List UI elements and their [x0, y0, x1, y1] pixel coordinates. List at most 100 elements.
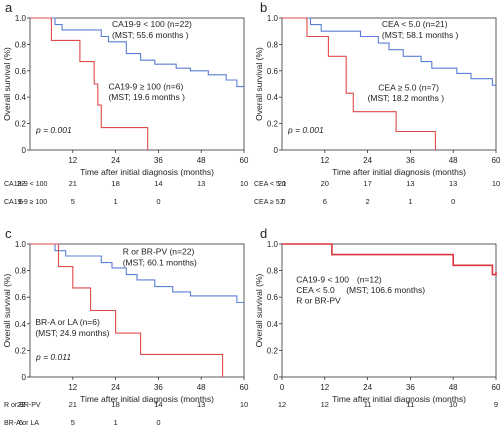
- risk-count: 1: [114, 418, 118, 427]
- y-tick-label: 1.0: [15, 240, 27, 249]
- risk-count: 14: [154, 179, 162, 188]
- survival-curve-low: [30, 17, 244, 88]
- series-mst: (MST; 18.2 months ): [368, 93, 445, 103]
- risk-row-label: BR-A or LA: [4, 420, 39, 427]
- y-tick-label: 0.8: [15, 40, 27, 49]
- y-tick-label: 0.4: [15, 320, 27, 329]
- panel-letter: a: [5, 0, 13, 15]
- risk-count: 10: [240, 179, 248, 188]
- survival-curve-low: [282, 243, 497, 276]
- risk-count: 10: [240, 400, 248, 409]
- y-tick-label: 0.4: [267, 93, 279, 102]
- y-tick-label: 0.2: [15, 346, 27, 355]
- series-label: CEA ≥ 5.0 (n=7): [378, 83, 439, 93]
- risk-count: 5: [71, 418, 75, 427]
- x-tick-label: 48: [449, 156, 458, 165]
- risk-count: 20: [321, 179, 329, 188]
- y-tick-label: 0.6: [267, 293, 279, 302]
- risk-count: 11: [364, 400, 372, 409]
- panel-letter: c: [5, 226, 12, 241]
- x-tick-label: 48: [197, 383, 206, 392]
- series-n: (n=12): [357, 275, 382, 285]
- y-tick-label: 1.0: [267, 240, 279, 249]
- risk-count: 18: [111, 400, 119, 409]
- risk-count: 10: [492, 179, 500, 188]
- risk-count: 6: [19, 418, 23, 427]
- y-tick-label: 0.8: [267, 267, 279, 276]
- y-tick-label: 0.2: [15, 120, 27, 129]
- plot-frame: [281, 17, 497, 151]
- risk-count: 12: [321, 400, 329, 409]
- y-tick-label: 0: [22, 373, 27, 382]
- y-tick-label: 0: [274, 373, 279, 382]
- x-tick-label: 12: [320, 383, 329, 392]
- x-tick-label: 60: [240, 156, 249, 165]
- group-criterion: R or BR-PV: [296, 296, 341, 306]
- x-tick-label: 12: [68, 383, 77, 392]
- p-value: p = 0.001: [287, 125, 324, 135]
- y-tick-label: 0.4: [267, 320, 279, 329]
- x-tick-label: 24: [363, 383, 372, 392]
- series-mst: (MST; 24.9 months): [35, 328, 109, 338]
- risk-count: 12: [278, 400, 286, 409]
- x-tick-label: 36: [154, 156, 163, 165]
- y-tick-label: 0.6: [15, 67, 27, 76]
- risk-count: 21: [278, 179, 286, 188]
- risk-count: 7: [280, 197, 284, 206]
- risk-count: 9: [494, 400, 498, 409]
- survival-curve-low: [282, 17, 496, 86]
- series-mst: (MST; 58.1 months ): [382, 30, 459, 40]
- risk-count: 6: [323, 197, 327, 206]
- x-axis-label: Time after initial diagnosis (months): [332, 394, 466, 404]
- y-tick-label: 0: [274, 146, 279, 155]
- risk-count: 1: [408, 197, 412, 206]
- y-tick-label: 0.8: [15, 267, 27, 276]
- y-axis-label: Overall survival (%): [2, 273, 12, 347]
- x-tick-label: 36: [406, 383, 415, 392]
- risk-count: 21: [69, 400, 77, 409]
- risk-row-label: CA19-9 ≥ 100: [4, 199, 47, 206]
- risk-row-label: R or BR-PV: [4, 402, 41, 409]
- risk-count: 18: [111, 179, 119, 188]
- survival-curve-high: [30, 243, 224, 377]
- risk-count: 0: [451, 197, 455, 206]
- risk-count: 0: [156, 197, 160, 206]
- risk-row-label: CEA < 5.0: [254, 181, 286, 188]
- plot-frame: [29, 243, 245, 378]
- y-axis-label: Overall survival (%): [254, 273, 264, 347]
- risk-count: 1: [114, 197, 118, 206]
- risk-row-label: CEA ≥ 5.0: [254, 199, 286, 206]
- risk-count: 13: [449, 179, 457, 188]
- survival-curve-high: [30, 17, 149, 150]
- group-criterion: CEA < 5.0: [296, 285, 335, 295]
- p-value: p = 0.001: [35, 125, 72, 135]
- y-tick-label: 0.6: [15, 293, 27, 302]
- group-criterion: CA19-9 < 100: [296, 275, 349, 285]
- panel-letter: d: [260, 226, 267, 241]
- risk-count: 21: [69, 179, 77, 188]
- series-mst: (MST; 106.6 months): [346, 285, 425, 295]
- risk-count: 22: [17, 179, 25, 188]
- series-mst: (MST; 19.6 months ): [108, 92, 185, 102]
- x-tick-label: 12: [320, 156, 329, 165]
- risk-count: 0: [156, 418, 160, 427]
- risk-row-label: CA19-9 < 100: [4, 181, 47, 188]
- x-tick-label: 12: [68, 156, 77, 165]
- risk-count: 11: [407, 400, 415, 409]
- x-tick-label: 24: [111, 383, 120, 392]
- risk-count: 6: [19, 197, 23, 206]
- survival-curve-low: [30, 243, 244, 304]
- y-axis-label: Overall survival (%): [254, 47, 264, 121]
- risk-count: 2: [366, 197, 370, 206]
- x-axis-label: Time after initial diagnosis (months): [80, 394, 214, 404]
- x-tick-label: 36: [154, 383, 163, 392]
- risk-count: 13: [197, 400, 205, 409]
- y-tick-label: 0: [22, 146, 27, 155]
- series-label: CA19-9 ≥ 100 (n=6): [108, 81, 183, 91]
- risk-count: 10: [449, 400, 457, 409]
- x-tick-label: 60: [240, 383, 249, 392]
- survival-curve-high: [282, 17, 436, 150]
- risk-count: 17: [363, 179, 371, 188]
- y-tick-label: 0.2: [267, 346, 279, 355]
